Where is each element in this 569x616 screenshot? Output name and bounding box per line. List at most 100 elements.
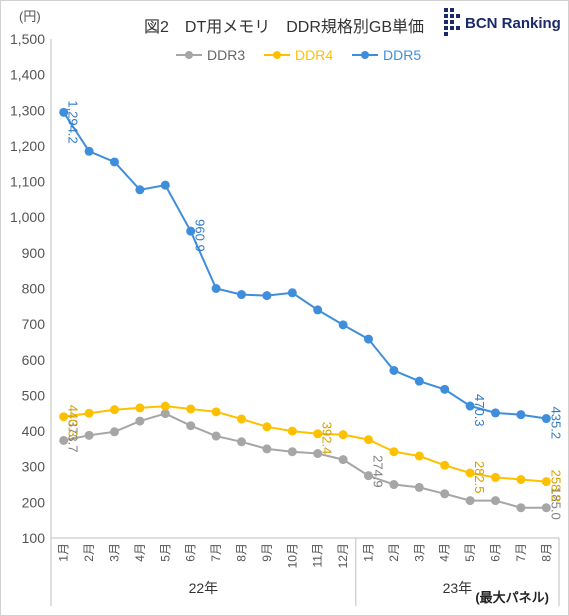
x-category-label: 3月 [108,543,122,562]
data-point-ddr5 [237,290,246,300]
data-point-ddr3 [211,431,221,441]
x-axis-categories: 1月 2月 3月 4月 5月 6月 7月 8月 9月 10月 11月 12月 1月 2月 3月 4月 5月 6月 7… [57,543,554,568]
x-category-label: 1月 [57,543,71,562]
data-point-ddr5 [110,157,119,167]
data-point-ddr3 [338,455,348,465]
data-point-ddr4 [135,403,145,413]
year-groups: 22年 23年 [189,580,473,596]
y-tick-label: 1,100 [10,174,45,190]
data-label-ddr5: 1,294.2 [66,100,81,143]
legend-item: DDR3 [176,47,245,63]
data-point-ddr4 [84,408,94,418]
data-point-ddr4 [491,472,500,482]
data-point-ddr4 [414,451,424,461]
data-point-ddr3 [414,482,424,492]
data-label-ddr3: 274.9 [371,455,386,488]
legend-item: DDR5 [352,47,421,63]
y-tick-label: 700 [22,316,46,332]
y-tick-label: 500 [22,387,46,403]
data-point-ddr3 [160,409,170,419]
data-point-ddr3 [364,471,373,481]
series-lines [62,111,547,509]
x-category-label: 7月 [209,543,223,562]
x-category-label: 1月 [362,543,376,562]
series-points [59,107,551,513]
x-category-label: 10月 [285,543,299,568]
legend-label: DDR3 [207,47,245,63]
data-point-ddr5 [262,291,272,301]
x-category-label: 8月 [539,543,553,562]
y-tick-label: 1,200 [10,138,45,154]
year-group-label: 23年 [443,580,473,596]
x-category-label: 11月 [311,543,325,567]
y-tick-label: 400 [22,423,46,439]
data-point-ddr4 [237,414,246,424]
data-point-ddr3 [389,480,399,490]
data-point-ddr5 [59,107,69,117]
x-category-label: 6月 [489,543,503,562]
data-point-ddr3 [465,496,475,506]
x-category-label: 12月 [336,543,350,568]
legend-swatch-marker [361,51,369,59]
data-point-ddr5 [338,320,348,330]
data-point-ddr4 [440,460,450,470]
legend-label: DDR4 [295,47,333,63]
data-label-ddr4: 440.3 [66,405,81,438]
data-point-ddr3 [84,430,94,440]
series-line-ddr5 [62,111,547,420]
y-tick-label: 1,400 [10,67,45,83]
y-tick-label: 200 [22,494,46,510]
data-point-ddr3 [491,496,500,506]
x-category-label: 8月 [235,543,249,562]
y-tick-label: 1,300 [10,102,45,118]
data-label-ddr3: 373.7 [66,420,81,453]
x-category-label: 5月 [463,543,477,562]
data-label-ddr4: 282.5 [472,461,487,494]
data-point-ddr4 [110,405,119,415]
data-point-ddr3 [237,437,246,447]
legend-item: DDR4 [264,47,333,63]
data-label-ddr5: 960.9 [193,219,208,252]
data-point-ddr4 [262,422,272,432]
legend-label: DDR5 [383,47,421,63]
data-point-ddr5 [186,226,196,236]
data-point-ddr5 [211,284,221,293]
data-point-ddr5 [414,376,424,386]
chart-title: 図2 DT用メモリ DDR規格別GB単価 [144,18,424,36]
y-axis-ticks: 100 200 300 400 500 600 700 800 900 1,000 1,100 1,2… [10,31,45,546]
data-point-ddr5 [465,401,475,411]
y-tick-label: 1,500 [10,31,45,47]
data-point-ddr4 [313,429,323,439]
axes [50,39,560,606]
data-point-ddr4 [287,426,297,436]
y-tick-label: 100 [22,530,46,546]
x-category-label: 9月 [260,543,274,562]
legend-swatch-marker [185,51,193,59]
x-category-label: 3月 [412,543,426,562]
data-point-ddr5 [84,146,94,156]
data-point-ddr4 [160,401,170,411]
data-point-ddr3 [135,416,145,426]
data-label-ddr5: 435.2 [548,407,563,440]
data-label-ddr5: 470.3 [472,394,487,427]
data-point-ddr5 [389,365,399,375]
data-point-ddr4 [541,477,551,487]
x-category-label: 5月 [158,543,172,562]
data-point-ddr3 [59,435,69,445]
data-point-ddr3 [313,449,323,459]
y-tick-label: 900 [22,245,46,261]
data-point-ddr4 [211,407,221,417]
x-category-label: 7月 [514,543,528,562]
data-point-ddr5 [541,414,551,424]
panel-note: (最大パネル) [475,590,549,605]
data-labels: 373.7 274.9 185.0 440.3 392.4 282.5 258.2 1,294… [66,100,564,519]
logo-text: BCN Ranking [465,15,561,32]
data-label-ddr3: 185.0 [548,487,563,520]
y-axis-unit: (円) [19,9,41,24]
legend-swatch-marker [273,51,281,59]
logo-mark-icon [444,8,460,36]
data-point-ddr5 [516,410,526,420]
data-point-ddr4 [389,447,399,457]
